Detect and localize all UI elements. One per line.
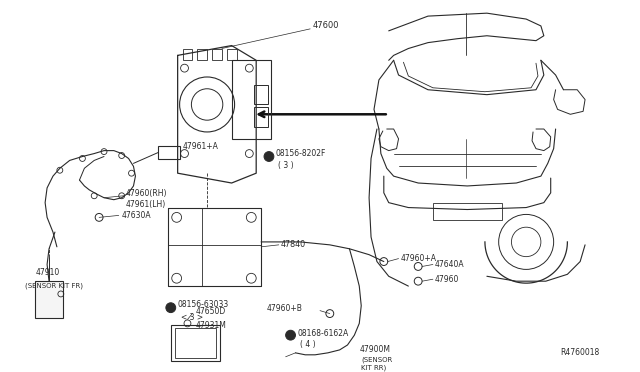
- Text: B: B: [289, 333, 292, 338]
- Text: ( 3 ): ( 3 ): [278, 161, 293, 170]
- Text: 08156-8202F: 08156-8202F: [276, 149, 326, 158]
- Text: 47600: 47600: [312, 22, 339, 31]
- Text: < 3 >: < 3 >: [180, 313, 203, 322]
- Bar: [433, 203, 502, 220]
- Text: 47910: 47910: [35, 268, 60, 277]
- Text: 47961(LH): 47961(LH): [125, 200, 166, 209]
- Circle shape: [264, 152, 274, 161]
- Text: B: B: [169, 305, 173, 310]
- Bar: [171, 326, 220, 361]
- Text: 08156-63033: 08156-63033: [178, 300, 229, 309]
- Text: R4760018: R4760018: [561, 348, 600, 357]
- Bar: [227, 48, 237, 60]
- Text: 47840: 47840: [281, 240, 306, 249]
- Text: (SENSOR: (SENSOR: [361, 356, 392, 363]
- Bar: [212, 48, 222, 60]
- Text: 47900M: 47900M: [359, 345, 390, 355]
- Text: 47960: 47960: [435, 275, 460, 284]
- Bar: [254, 108, 268, 127]
- Text: 47640A: 47640A: [435, 260, 465, 269]
- Bar: [182, 48, 193, 60]
- Circle shape: [166, 303, 176, 312]
- Text: 47960(RH): 47960(RH): [125, 189, 167, 198]
- Text: 47931M: 47931M: [195, 321, 226, 330]
- Bar: [254, 85, 268, 105]
- Bar: [232, 60, 271, 139]
- Text: 47650D: 47650D: [195, 307, 225, 316]
- Text: KIT RR): KIT RR): [361, 364, 387, 371]
- Text: 47960+A: 47960+A: [401, 254, 436, 263]
- Bar: [35, 281, 63, 318]
- Text: ( 4 ): ( 4 ): [300, 340, 316, 349]
- Text: B: B: [267, 154, 271, 159]
- Circle shape: [285, 330, 296, 340]
- Text: 47960+B: 47960+B: [266, 304, 302, 313]
- Text: 47961+A: 47961+A: [182, 142, 218, 151]
- Bar: [197, 48, 207, 60]
- Text: 08168-6162A: 08168-6162A: [298, 329, 349, 338]
- Text: (SENSOR KIT FR): (SENSOR KIT FR): [26, 283, 83, 289]
- Bar: [175, 328, 216, 358]
- Bar: [158, 146, 180, 160]
- Text: 47630A: 47630A: [122, 211, 151, 220]
